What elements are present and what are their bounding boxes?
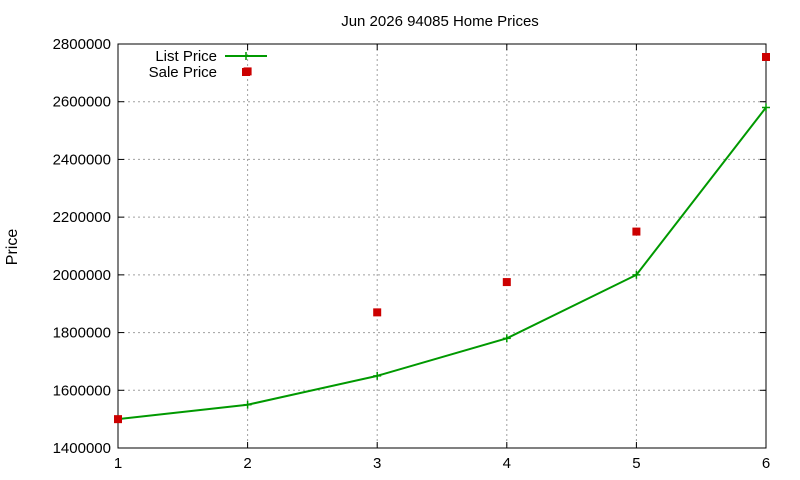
grid-lines bbox=[118, 44, 766, 448]
y-tick-label: 2800000 bbox=[53, 36, 111, 53]
plot-frame bbox=[117, 43, 767, 449]
series-line bbox=[117, 106, 767, 421]
y-tick-label: 2600000 bbox=[53, 94, 111, 111]
data-point bbox=[243, 400, 252, 409]
legend-label: Sale Price bbox=[149, 64, 217, 81]
series-1 bbox=[114, 52, 770, 424]
data-point bbox=[502, 334, 511, 343]
y-tick-label: 2000000 bbox=[53, 267, 111, 284]
chart-title: Jun 2026 94085 Home Prices bbox=[341, 13, 539, 30]
data-point bbox=[762, 103, 770, 112]
y-tick-label: 1400000 bbox=[53, 440, 111, 457]
y-axis-label: Price bbox=[4, 229, 21, 266]
x-tick-label: 2 bbox=[243, 455, 251, 472]
y-tick-label: 2200000 bbox=[53, 209, 111, 226]
x-tick-label: 4 bbox=[503, 455, 511, 472]
x-tick-label: 5 bbox=[632, 455, 640, 472]
x-tick-label: 6 bbox=[762, 455, 770, 472]
data-point bbox=[632, 270, 641, 279]
legend-marker bbox=[242, 68, 250, 76]
y-tick-label: 2400000 bbox=[53, 151, 111, 168]
data-point bbox=[502, 278, 511, 287]
series-0 bbox=[114, 103, 770, 424]
legend-label: List Price bbox=[155, 48, 217, 65]
data-point bbox=[114, 415, 122, 424]
x-tick-label: 3 bbox=[373, 455, 381, 472]
data-point bbox=[373, 371, 382, 380]
y-tick-label: 1600000 bbox=[53, 382, 111, 399]
y-tick-label: 1800000 bbox=[53, 325, 111, 342]
data-point bbox=[762, 52, 770, 61]
data-point bbox=[632, 227, 641, 236]
data-point bbox=[373, 308, 382, 317]
series-layer bbox=[114, 52, 770, 424]
legend-marker bbox=[242, 52, 250, 60]
axis-ticks: 1 2 3 4 5 6 1400000 1600000 1800000 2000000 220000… bbox=[53, 36, 771, 472]
x-tick-label: 1 bbox=[114, 455, 122, 472]
